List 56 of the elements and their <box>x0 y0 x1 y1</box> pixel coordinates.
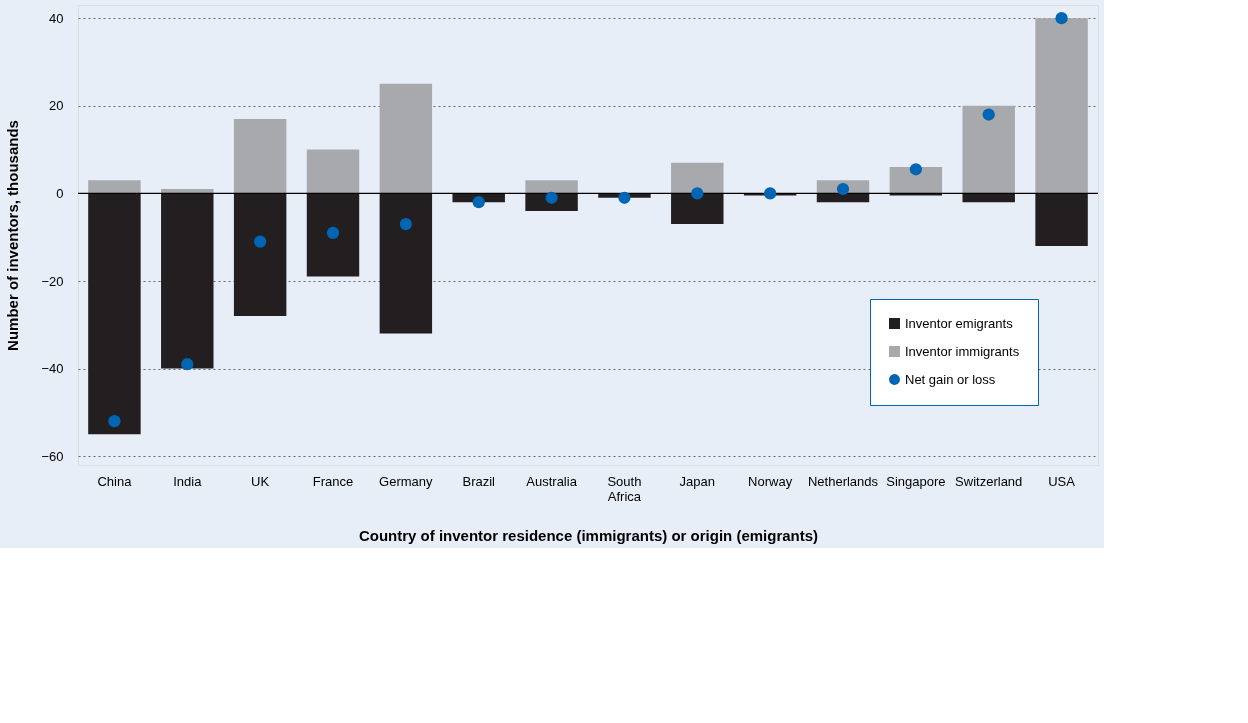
bar <box>889 167 943 194</box>
point <box>836 182 850 196</box>
y-tick-label: 40 <box>49 10 64 26</box>
bar <box>671 193 724 225</box>
y-tick-label: 20 <box>49 98 64 114</box>
point <box>764 187 777 200</box>
bar <box>306 193 360 277</box>
bar <box>306 149 360 194</box>
point <box>108 415 121 428</box>
point <box>399 217 412 231</box>
x-axis-title: Country of inventor residence (immigrants) or origin (emigrants) <box>358 526 819 544</box>
point <box>326 226 340 239</box>
point <box>691 187 704 200</box>
point <box>181 358 194 371</box>
x-tick-label: Netherlands <box>807 473 879 489</box>
x-tick-label: India <box>173 473 203 489</box>
legend-label: Net gain or loss <box>905 371 996 387</box>
x-tick-label: USA <box>1048 473 1076 489</box>
point <box>909 163 922 176</box>
x-tick-label: UK <box>251 473 270 489</box>
bar <box>1035 193 1088 246</box>
x-tick-label: Brazil <box>462 473 496 489</box>
x-tick-label: Japan <box>679 473 715 489</box>
point <box>618 191 631 204</box>
x-tick-label: China <box>97 473 133 489</box>
bar <box>161 193 214 369</box>
x-tick-label: South Africa <box>607 473 642 504</box>
bar <box>962 105 1015 194</box>
bar <box>379 193 433 334</box>
x-tick-label: Norway <box>748 473 793 489</box>
bar <box>233 193 287 317</box>
bar <box>1035 18 1088 194</box>
point <box>982 108 995 121</box>
y-tick-label: −40 <box>41 361 64 377</box>
bar <box>88 180 141 194</box>
point <box>1055 12 1068 25</box>
x-tick-label: France <box>312 473 354 489</box>
y-axis-title: Number of inventors, thousands <box>4 120 22 351</box>
point <box>472 196 485 209</box>
y-tick-label: 0 <box>56 185 64 201</box>
bar <box>233 118 287 194</box>
x-tick-label: Switzerland <box>955 473 1023 489</box>
bar <box>379 83 433 194</box>
legend-label: Inventor emigrants <box>905 315 1014 331</box>
legend-label: Inventor immigrants <box>905 343 1020 359</box>
y-tick-label: −60 <box>41 448 64 464</box>
point <box>254 235 267 248</box>
bar <box>525 180 578 194</box>
x-tick-label: Singapore <box>886 473 946 489</box>
bar <box>161 189 214 194</box>
point <box>545 191 558 204</box>
y-tick-label: −20 <box>41 273 64 289</box>
x-tick-label: Australia <box>526 473 578 489</box>
bar <box>671 162 724 194</box>
x-tick-label: Germany <box>379 473 434 489</box>
bar <box>88 193 141 435</box>
